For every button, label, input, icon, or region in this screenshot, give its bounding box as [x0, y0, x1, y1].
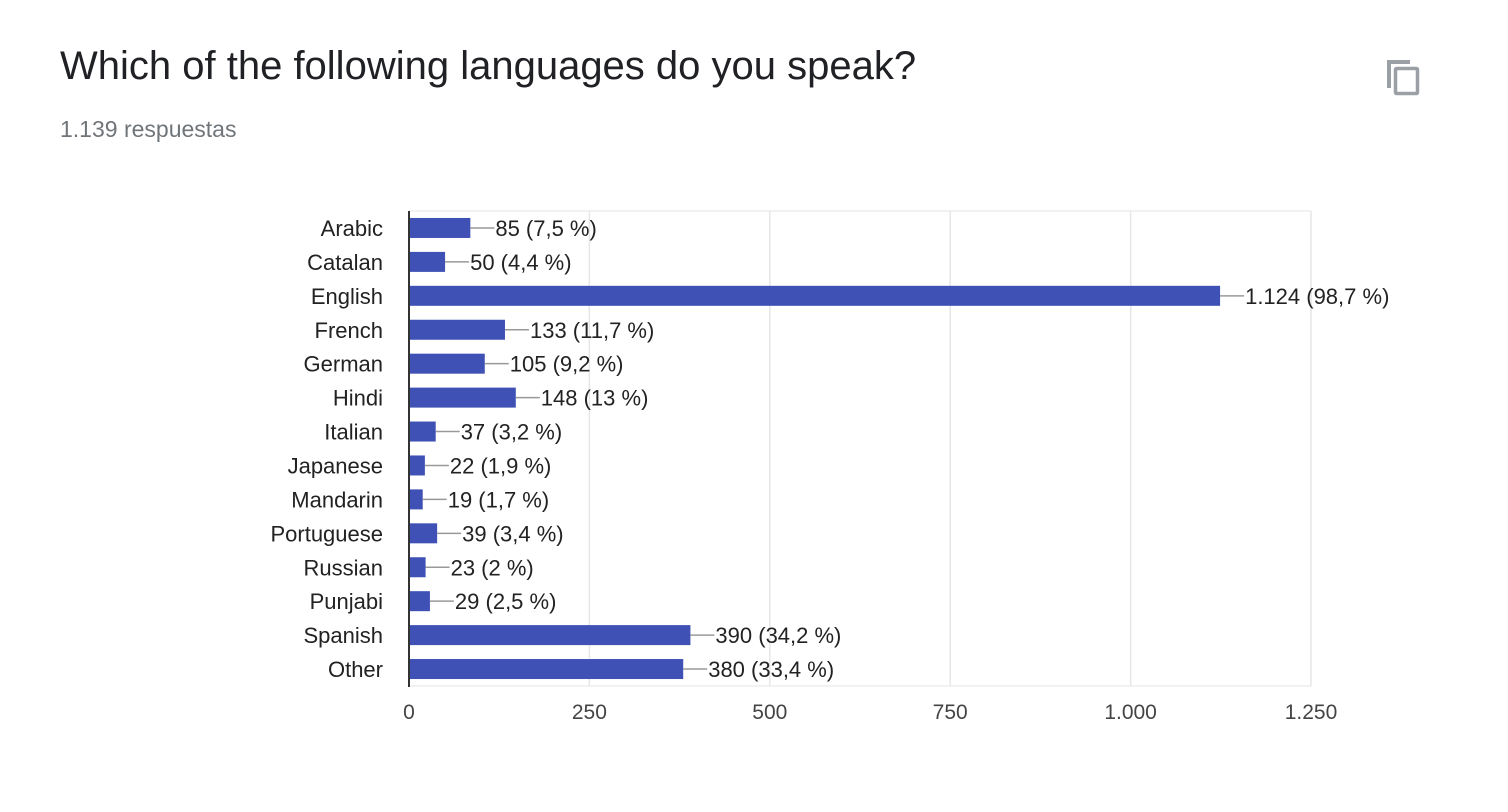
- bar: [409, 625, 691, 646]
- question-title: Which of the following languages do you …: [60, 44, 917, 88]
- data-label: 37 (3,2 %): [461, 420, 563, 445]
- copy-icon: [1387, 60, 1420, 96]
- category-label: Punjabi: [310, 589, 383, 614]
- bar: [409, 319, 505, 340]
- bar: [409, 591, 430, 612]
- data-label: 105 (9,2 %): [510, 352, 624, 377]
- category-label: Italian: [324, 420, 383, 445]
- x-tick-label: 1.250: [1285, 701, 1338, 724]
- data-label: 22 (1,9 %): [450, 453, 552, 478]
- category-label: English: [311, 284, 383, 309]
- category-label: Japanese: [288, 453, 383, 478]
- bar: [409, 659, 684, 680]
- bar: [409, 387, 516, 408]
- category-label: Russian: [304, 555, 383, 580]
- bar: [409, 489, 423, 510]
- bar: [409, 353, 485, 374]
- data-label: 1.124 (98,7 %): [1245, 284, 1389, 309]
- data-label: 133 (11,7 %): [530, 318, 654, 343]
- bar: [409, 217, 471, 238]
- bar: [409, 455, 425, 476]
- x-tick-label: 1.000: [1104, 701, 1157, 724]
- category-label: Catalan: [307, 250, 383, 275]
- data-label: 148 (13 %): [541, 386, 649, 411]
- data-label: 29 (2,5 %): [455, 589, 557, 614]
- bar: [409, 285, 1221, 306]
- response-count: 1.139 respuestas: [60, 116, 237, 142]
- data-label: 50 (4,4 %): [470, 250, 571, 275]
- data-label: 390 (34,2 %): [715, 623, 841, 648]
- data-label: 39 (3,4 %): [462, 521, 564, 546]
- category-label: Hindi: [333, 386, 383, 411]
- x-tick-label: 0: [403, 701, 415, 724]
- x-tick-label: 750: [933, 701, 968, 724]
- category-label: German: [304, 352, 383, 377]
- x-tick-label: 250: [572, 701, 607, 724]
- data-label: 380 (33,4 %): [708, 657, 834, 682]
- data-label: 23 (2 %): [451, 555, 534, 580]
- category-label: Other: [328, 657, 383, 682]
- data-label: 19 (1,7 %): [448, 487, 550, 512]
- category-label: Spanish: [303, 623, 383, 648]
- category-label: French: [315, 318, 383, 343]
- data-label: 85 (7,5 %): [495, 216, 597, 241]
- category-label: Mandarin: [291, 487, 383, 512]
- bar: [409, 421, 436, 442]
- category-label: Portuguese: [270, 521, 383, 546]
- bar: [409, 523, 438, 544]
- x-tick-label: 500: [752, 701, 787, 724]
- bar: [409, 251, 446, 272]
- category-label: Arabic: [321, 216, 383, 241]
- copy-chart-button[interactable]: [1378, 50, 1430, 102]
- bar: [409, 557, 426, 578]
